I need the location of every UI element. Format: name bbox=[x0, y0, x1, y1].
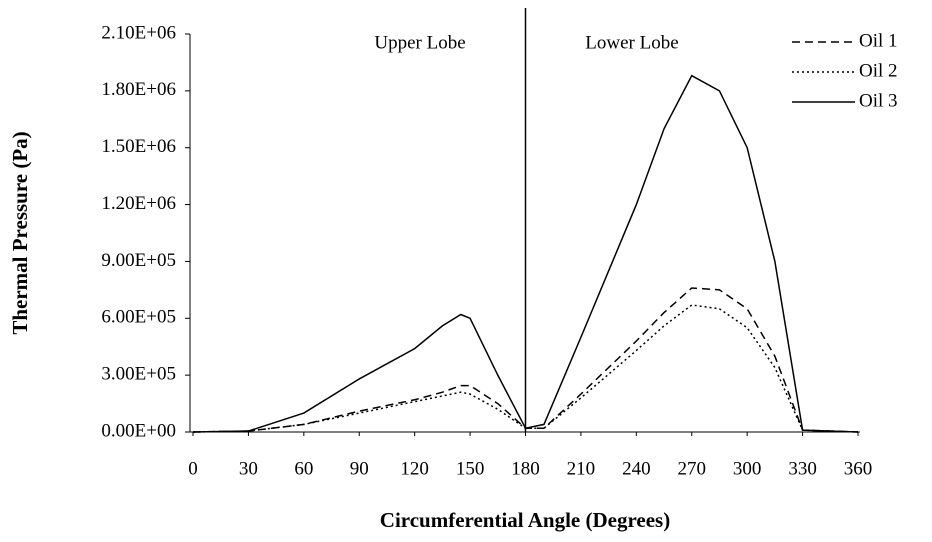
legend-label: Oil 1 bbox=[859, 30, 898, 51]
x-axis-title: Circumferential Angle (Degrees) bbox=[380, 508, 670, 532]
x-tick-label: 60 bbox=[294, 458, 313, 479]
x-tick-label: 240 bbox=[622, 458, 651, 479]
y-tick-label: 1.20E+06 bbox=[101, 193, 176, 214]
x-tick-label: 270 bbox=[678, 458, 707, 479]
x-tick-label: 300 bbox=[733, 458, 762, 479]
x-tick-label: 30 bbox=[239, 458, 258, 479]
y-tick-label: 2.10E+06 bbox=[101, 22, 176, 43]
x-tick-label: 120 bbox=[400, 458, 429, 479]
x-tick-label: 360 bbox=[844, 458, 873, 479]
x-tick-label: 330 bbox=[788, 458, 817, 479]
y-tick-label: 6.00E+05 bbox=[101, 307, 176, 328]
line bbox=[192, 287, 859, 433]
x-tick-label: 0 bbox=[188, 458, 198, 479]
x-tick-label: 210 bbox=[567, 458, 596, 479]
y-tick-label: 9.00E+05 bbox=[101, 250, 176, 271]
y-axis-title: Thermal Pressure (Pa) bbox=[8, 131, 32, 334]
annotation: Upper Lobe bbox=[374, 32, 465, 53]
annotation: Lower Lobe bbox=[585, 32, 678, 53]
line bbox=[192, 304, 859, 433]
legend-label: Oil 2 bbox=[859, 60, 898, 81]
x-tick-label: 180 bbox=[511, 458, 540, 479]
line bbox=[192, 74, 859, 433]
legend-label: Oil 3 bbox=[859, 90, 898, 111]
y-tick-label: 1.80E+06 bbox=[101, 79, 176, 100]
y-tick-label: 0.00E+00 bbox=[101, 420, 176, 441]
x-tick-label: 90 bbox=[350, 458, 369, 479]
y-tick-label: 1.50E+06 bbox=[101, 136, 176, 157]
x-tick-label: 150 bbox=[456, 458, 485, 479]
y-tick-label: 3.00E+05 bbox=[101, 364, 176, 385]
